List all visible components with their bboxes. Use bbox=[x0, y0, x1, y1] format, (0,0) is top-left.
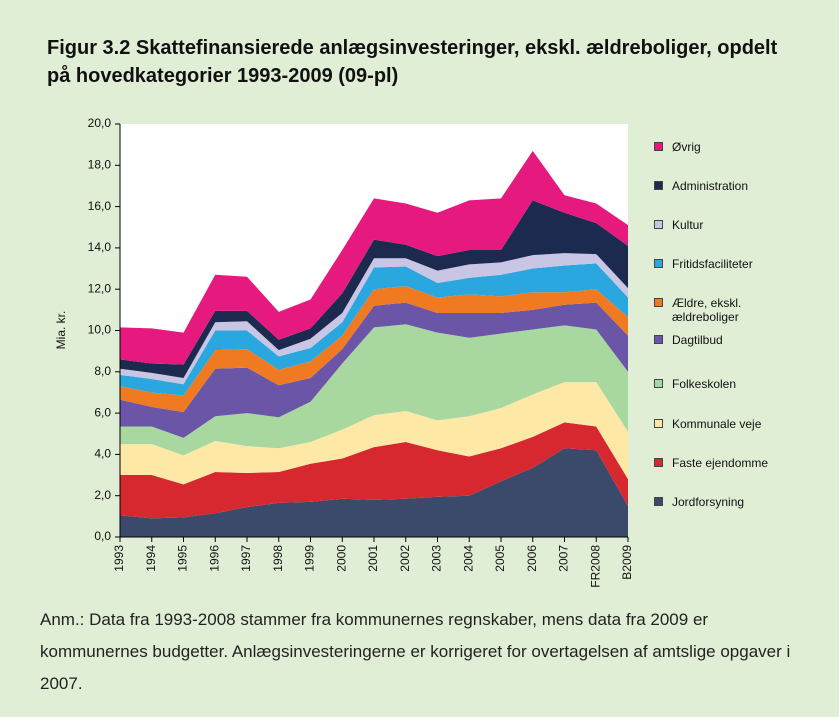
x-tick-label: 1996 bbox=[207, 545, 221, 572]
y-tick-label: 0,0 bbox=[94, 529, 111, 543]
y-tick-label: 12,0 bbox=[88, 281, 112, 295]
legend-label: Faste ejendomme bbox=[672, 456, 769, 470]
legend-item: Folkeskolen bbox=[654, 377, 804, 391]
x-tick-label: 1999 bbox=[303, 545, 317, 572]
chart-title: Figur 3.2 Skattefinansierede anlægsinves… bbox=[47, 37, 778, 87]
x-tick-label: 2005 bbox=[493, 545, 507, 572]
y-tick-label: 4,0 bbox=[94, 447, 111, 461]
y-tick-label: 6,0 bbox=[94, 405, 111, 419]
legend-label: Ældre, ekskl. ældreboliger bbox=[672, 296, 742, 324]
legend-swatch bbox=[654, 497, 663, 506]
legend-label: Fritidsfaciliteter bbox=[672, 257, 753, 271]
x-tick-label: 2000 bbox=[334, 545, 348, 572]
legend-swatch bbox=[654, 181, 663, 190]
area bbox=[120, 263, 628, 396]
y-tick-label: 10,0 bbox=[88, 323, 112, 337]
x-tick-label: 2001 bbox=[366, 545, 380, 572]
area bbox=[120, 150, 628, 365]
legend-item: Jordforsyning bbox=[654, 495, 804, 509]
x-tick-label: 1994 bbox=[144, 545, 158, 572]
legend-swatch bbox=[654, 220, 663, 229]
area bbox=[120, 448, 628, 537]
legend-label: Kommunale veje bbox=[672, 417, 762, 431]
legend-label: Administration bbox=[672, 179, 749, 193]
area bbox=[120, 422, 628, 519]
legend-item: Kultur bbox=[654, 218, 804, 232]
y-tick-label: 18,0 bbox=[88, 157, 112, 171]
legend-label: Jordforsyning bbox=[672, 495, 745, 509]
legend-swatch bbox=[654, 298, 663, 307]
x-tick-label: 2002 bbox=[398, 545, 412, 572]
legend-item: Øvrig bbox=[654, 140, 804, 154]
legend-swatch bbox=[654, 458, 663, 467]
legend-item: Dagtilbud bbox=[654, 333, 804, 347]
y-tick-label: 14,0 bbox=[88, 240, 112, 254]
legend-swatch bbox=[654, 419, 663, 428]
legend-swatch bbox=[654, 379, 663, 388]
legend-item: Faste ejendomme bbox=[654, 456, 804, 470]
y-tick-label: 2,0 bbox=[94, 488, 111, 502]
legend-label: Dagtilbud bbox=[672, 333, 723, 347]
y-axis-label: Mia. kr. bbox=[54, 311, 68, 350]
legend-item: Ældre, ekskl. ældreboliger bbox=[654, 296, 804, 324]
legend-item: Fritidsfaciliteter bbox=[654, 257, 804, 271]
legend-label: Kultur bbox=[672, 218, 704, 232]
x-tick-label: 1995 bbox=[176, 545, 190, 572]
y-tick-label: 8,0 bbox=[94, 364, 111, 378]
y-tick-label: 20,0 bbox=[88, 116, 112, 130]
x-tick-label: B2009 bbox=[620, 545, 634, 580]
area bbox=[120, 324, 628, 456]
x-tick-label: 2003 bbox=[430, 545, 444, 572]
legend-item: Kommunale veje bbox=[654, 417, 804, 431]
area bbox=[120, 382, 628, 485]
note: Anm.: Data fra 1993-2008 stammer fra kom… bbox=[40, 610, 791, 693]
x-tick-label: FR2008 bbox=[588, 545, 602, 588]
area bbox=[120, 302, 628, 438]
x-tick-label: 1997 bbox=[239, 545, 253, 572]
x-tick-label: 1993 bbox=[112, 545, 126, 572]
legend-label: Øvrig bbox=[672, 140, 701, 154]
area bbox=[120, 200, 628, 378]
legend-item: Administration bbox=[654, 179, 804, 193]
x-tick-label: 2006 bbox=[525, 545, 539, 572]
legend-swatch bbox=[654, 259, 663, 268]
legend-swatch bbox=[654, 142, 663, 151]
x-tick-label: 1998 bbox=[271, 545, 285, 572]
legend-label: Folkeskolen bbox=[672, 377, 737, 391]
y-tick-label: 16,0 bbox=[88, 199, 112, 213]
x-tick-label: 2007 bbox=[557, 545, 571, 572]
area bbox=[120, 286, 628, 413]
x-tick-label: 2004 bbox=[461, 545, 475, 572]
legend-swatch bbox=[654, 335, 663, 344]
